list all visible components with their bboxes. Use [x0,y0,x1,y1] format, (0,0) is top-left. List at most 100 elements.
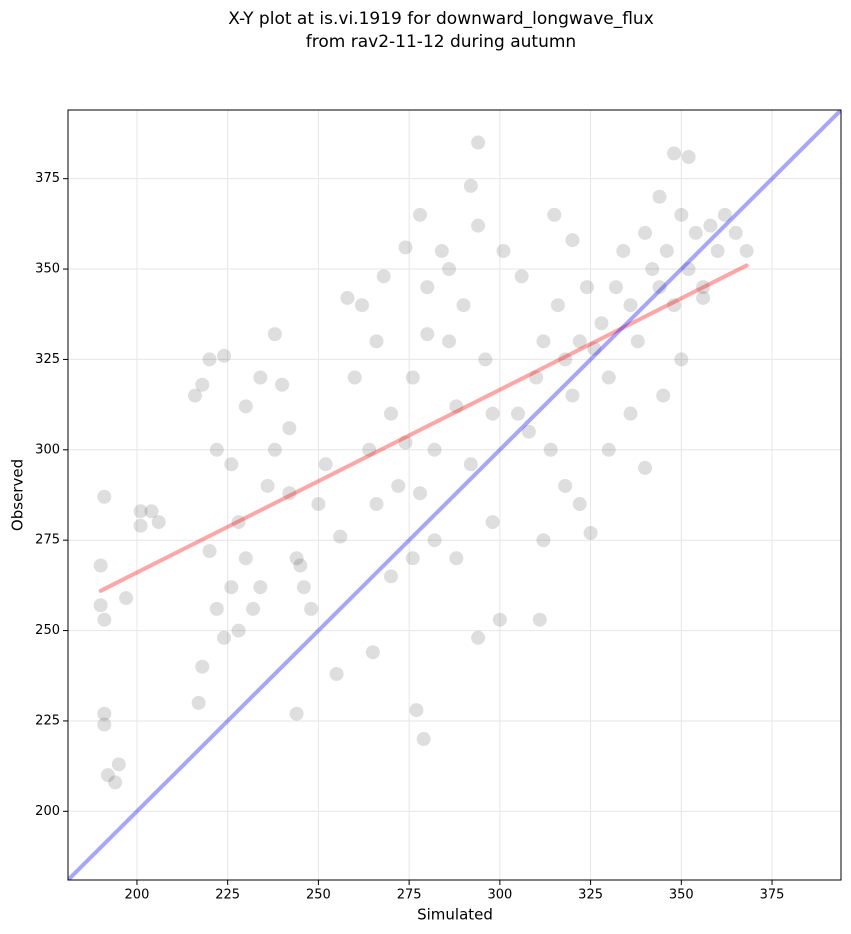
scatter-point [485,515,500,530]
scatter-point [275,377,290,392]
scatter-point [565,233,580,248]
y-tick-label: 375 [35,171,60,186]
x-tick-label: 300 [487,888,512,903]
scatter-point [456,298,471,313]
scatter-point [97,717,112,732]
scatter-point [449,399,464,414]
scatter-point [630,334,645,349]
scatter-point [623,298,638,313]
plot-frame [67,109,842,881]
scatter-point [594,316,609,331]
scatter-point [471,135,486,150]
scatter-point [587,341,602,356]
scatter-point [728,225,743,240]
plot-area [68,110,841,880]
scatter-point [652,189,667,204]
scatter-point [616,243,631,258]
scatter-point [572,334,587,349]
scatter-point [565,388,580,403]
scatter-point [656,388,671,403]
scatter-point [427,442,442,457]
scatter-point [638,460,653,475]
scatter-point [246,601,261,616]
scatter-point [405,370,420,385]
scatter-point [710,243,725,258]
scatter-point [224,580,239,595]
y-tick-label: 300 [35,442,60,457]
scatter-point [623,406,638,421]
grid [68,110,841,880]
y-tick-label: 200 [35,804,60,819]
scatter-point [119,591,134,606]
scatter-point [511,406,526,421]
scatter-point [485,406,500,421]
scatter-point [529,370,544,385]
scatter-point [558,352,573,367]
scatter-point [536,533,551,548]
scatter-point [340,290,355,305]
scatter-point [681,149,696,164]
scatter-point [579,280,594,295]
y-tick-label: 275 [35,533,60,548]
scatter-point [318,457,333,472]
scatter-point [238,399,253,414]
x-tick-label: 375 [760,888,785,903]
scatter-point [224,457,239,472]
scatter-point [739,243,754,258]
scatter-point [550,298,565,313]
scatter-point [463,457,478,472]
scatter-point [558,478,573,493]
x-tick-label: 225 [215,888,240,903]
scatter-point [638,225,653,240]
scatter-point [572,497,587,512]
scatter-point [289,551,304,566]
scatter-point [376,269,391,284]
scatter-point [667,298,682,313]
scatter-point [463,178,478,193]
x-tick-label: 325 [578,888,603,903]
scatter-point [195,377,210,392]
scatter-point [667,146,682,161]
scatter-point [304,601,319,616]
scatter-point [108,775,123,790]
scatter-point [601,442,616,457]
scatter-point [202,352,217,367]
scatter-point [354,298,369,313]
scatter-point [289,706,304,721]
scatter-point [703,218,718,233]
scatter-point [100,768,115,783]
scatter-point [93,598,108,613]
scatter-point [532,612,547,627]
scatter-point [717,207,732,222]
scatter-point [231,623,246,638]
scatter-point [217,630,232,645]
scatter-point [492,612,507,627]
scatter-point [521,424,536,439]
y-tick-label: 350 [35,262,60,277]
scatter-point [369,497,384,512]
scatter-point [253,370,268,385]
scatter-point [681,262,696,277]
y-tick-label: 325 [35,352,60,367]
scatter-point [398,435,413,450]
scatter-point [608,280,623,295]
ticks: 200 225 250 275 300 325 350 375 200 225 250 275 300 3… [35,171,784,902]
chart-title: X-Y plot at is.vi.1919 for downward_long… [228,9,654,29]
scatter-point [383,406,398,421]
scatter-point [97,612,112,627]
scatter-point [434,243,449,258]
scatter-point [217,348,232,363]
scatter-point [696,290,711,305]
x-axis-label: Simulated [417,906,493,924]
scatter-point [413,486,428,501]
scatter-point [369,334,384,349]
x-tick-label: 250 [306,888,331,903]
scatter-point [442,262,457,277]
scatter-point [696,280,711,295]
scatter-point [260,478,275,493]
scatter-point [514,269,529,284]
scatter-point [420,327,435,342]
scatter-point [405,551,420,566]
scatter-point [293,558,308,573]
